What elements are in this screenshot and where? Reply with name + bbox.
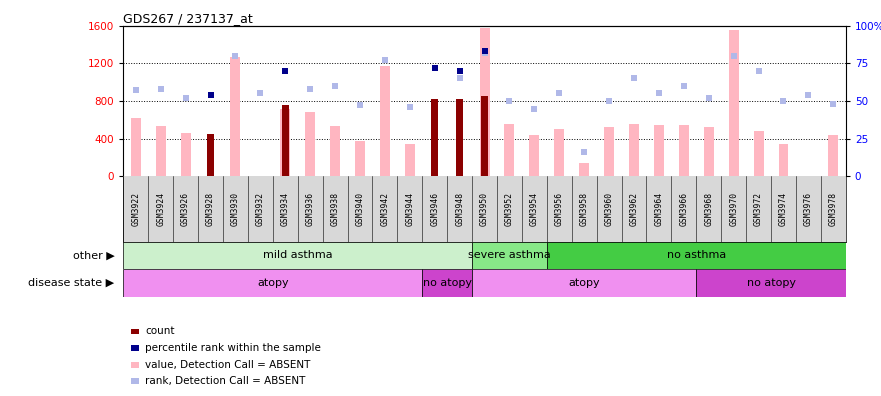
- Text: GSM3950: GSM3950: [480, 192, 489, 226]
- Text: GSM3934: GSM3934: [281, 192, 290, 226]
- Text: GSM3930: GSM3930: [231, 192, 240, 226]
- Bar: [330, 126, 340, 176]
- Text: GDS267 / 237137_at: GDS267 / 237137_at: [123, 11, 253, 25]
- Bar: [156, 126, 166, 176]
- Bar: [479, 28, 490, 176]
- Bar: [130, 118, 141, 176]
- Text: GSM3962: GSM3962: [630, 192, 639, 226]
- Bar: [231, 57, 241, 176]
- Bar: [505, 124, 515, 176]
- Bar: [280, 109, 290, 176]
- Text: GSM3958: GSM3958: [580, 192, 589, 226]
- Bar: [481, 96, 488, 176]
- Bar: [554, 129, 564, 176]
- Text: GSM3926: GSM3926: [181, 192, 190, 226]
- Text: GSM3952: GSM3952: [505, 192, 514, 226]
- Text: mild asthma: mild asthma: [263, 250, 332, 261]
- Bar: [380, 66, 390, 176]
- Bar: [207, 134, 214, 176]
- Bar: [547, 242, 846, 269]
- Bar: [729, 29, 738, 176]
- Text: GSM3924: GSM3924: [156, 192, 166, 226]
- Bar: [579, 163, 589, 176]
- Text: GSM3972: GSM3972: [754, 192, 763, 226]
- Bar: [130, 379, 139, 384]
- Text: GSM3948: GSM3948: [455, 192, 464, 226]
- Text: GSM3976: GSM3976: [803, 192, 813, 226]
- Text: GSM3942: GSM3942: [381, 192, 389, 226]
- Text: GSM3970: GSM3970: [729, 192, 738, 226]
- Bar: [123, 269, 422, 297]
- Bar: [431, 99, 438, 176]
- Text: GSM3932: GSM3932: [255, 192, 265, 226]
- Text: GSM3922: GSM3922: [131, 192, 140, 226]
- Bar: [405, 144, 415, 176]
- Text: GSM3966: GSM3966: [679, 192, 688, 226]
- Bar: [130, 345, 139, 351]
- Bar: [130, 329, 139, 334]
- Text: count: count: [145, 326, 174, 337]
- Text: GSM3928: GSM3928: [206, 192, 215, 226]
- Bar: [456, 99, 463, 176]
- Text: no atopy: no atopy: [423, 278, 471, 288]
- Bar: [779, 144, 788, 176]
- Bar: [696, 269, 846, 297]
- Bar: [472, 242, 547, 269]
- Bar: [282, 105, 289, 176]
- Text: value, Detection Call = ABSENT: value, Detection Call = ABSENT: [145, 360, 310, 370]
- Text: GSM3936: GSM3936: [306, 192, 315, 226]
- Text: GSM3974: GSM3974: [779, 192, 788, 226]
- Text: GSM3946: GSM3946: [430, 192, 440, 226]
- Bar: [604, 127, 614, 176]
- Bar: [305, 112, 315, 176]
- Text: atopy: atopy: [568, 278, 600, 288]
- Text: percentile rank within the sample: percentile rank within the sample: [145, 343, 321, 353]
- Text: atopy: atopy: [257, 278, 289, 288]
- Bar: [422, 269, 472, 297]
- Text: GSM3940: GSM3940: [356, 192, 365, 226]
- Bar: [753, 131, 764, 176]
- Text: GSM3968: GSM3968: [704, 192, 714, 226]
- Bar: [629, 124, 639, 176]
- Bar: [679, 126, 689, 176]
- Bar: [828, 135, 839, 176]
- Bar: [123, 242, 472, 269]
- Text: GSM3956: GSM3956: [555, 192, 564, 226]
- Bar: [130, 362, 139, 368]
- Text: GSM3978: GSM3978: [829, 192, 838, 226]
- Bar: [355, 141, 365, 176]
- Text: GSM3964: GSM3964: [655, 192, 663, 226]
- Text: GSM3954: GSM3954: [529, 192, 539, 226]
- Text: severe asthma: severe asthma: [468, 250, 551, 261]
- Text: other ▶: other ▶: [73, 250, 115, 261]
- Text: GSM3960: GSM3960: [604, 192, 613, 226]
- Bar: [181, 133, 190, 176]
- Bar: [529, 135, 539, 176]
- Text: rank, Detection Call = ABSENT: rank, Detection Call = ABSENT: [145, 376, 306, 386]
- Text: no asthma: no asthma: [667, 250, 726, 261]
- Text: GSM3944: GSM3944: [405, 192, 414, 226]
- Text: no atopy: no atopy: [746, 278, 796, 288]
- Text: GSM3938: GSM3938: [330, 192, 339, 226]
- Bar: [472, 269, 696, 297]
- Text: disease state ▶: disease state ▶: [28, 278, 115, 288]
- Bar: [704, 127, 714, 176]
- Bar: [654, 126, 664, 176]
